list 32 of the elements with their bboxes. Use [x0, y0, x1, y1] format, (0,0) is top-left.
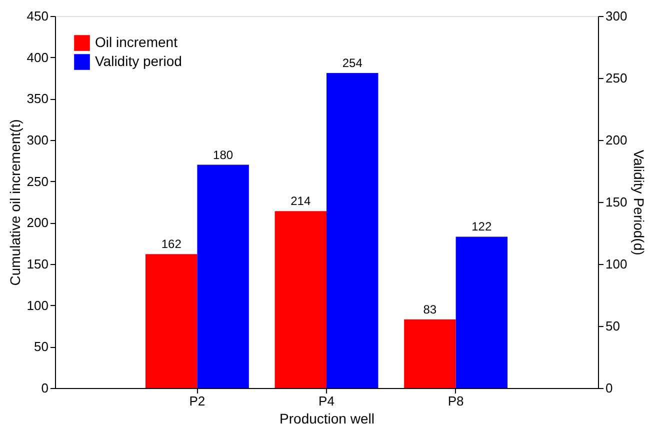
y-tick-label: 450: [26, 8, 48, 24]
y2-tick-label: 100: [606, 256, 628, 272]
bar: [456, 236, 508, 388]
data-label: 180: [213, 148, 234, 162]
y2-tick-label: 150: [606, 194, 628, 210]
y-axis-title: Cumulative oil increment(t): [6, 119, 23, 286]
y2-tick-label: 250: [606, 70, 628, 86]
y-tick-label: 100: [26, 298, 48, 313]
data-label: 122: [472, 220, 492, 234]
data-label: 254: [342, 56, 363, 70]
x-tick-label: P4: [318, 394, 334, 408]
y-tick-label: 50: [34, 339, 48, 354]
x-tick-label: P2: [189, 394, 206, 408]
legend-label: Validity period: [95, 53, 182, 69]
x-tick-label: P8: [448, 394, 464, 408]
y2-axis-title: Validity Period(d): [631, 150, 648, 256]
y2-tick-label: 50: [606, 318, 620, 334]
y2-tick-label: 200: [606, 132, 628, 148]
y-tick-label: 250: [26, 174, 48, 189]
x-axis-title: Production well: [280, 410, 374, 426]
y-tick-label: 150: [26, 256, 48, 272]
legend-label: Oil increment: [95, 34, 178, 50]
y-tick-label: 350: [26, 91, 48, 106]
y-tick-label: 400: [26, 50, 48, 65]
y2-tick-label: 0: [606, 380, 613, 396]
y-tick-label: 300: [26, 132, 48, 148]
data-label: 162: [161, 237, 182, 252]
y-tick-label: 200: [26, 215, 48, 230]
data-label: 83: [423, 302, 437, 316]
y2-tick-label: 300: [606, 8, 628, 24]
y-tick-label: 0: [41, 380, 48, 396]
data-label: 214: [290, 194, 311, 208]
